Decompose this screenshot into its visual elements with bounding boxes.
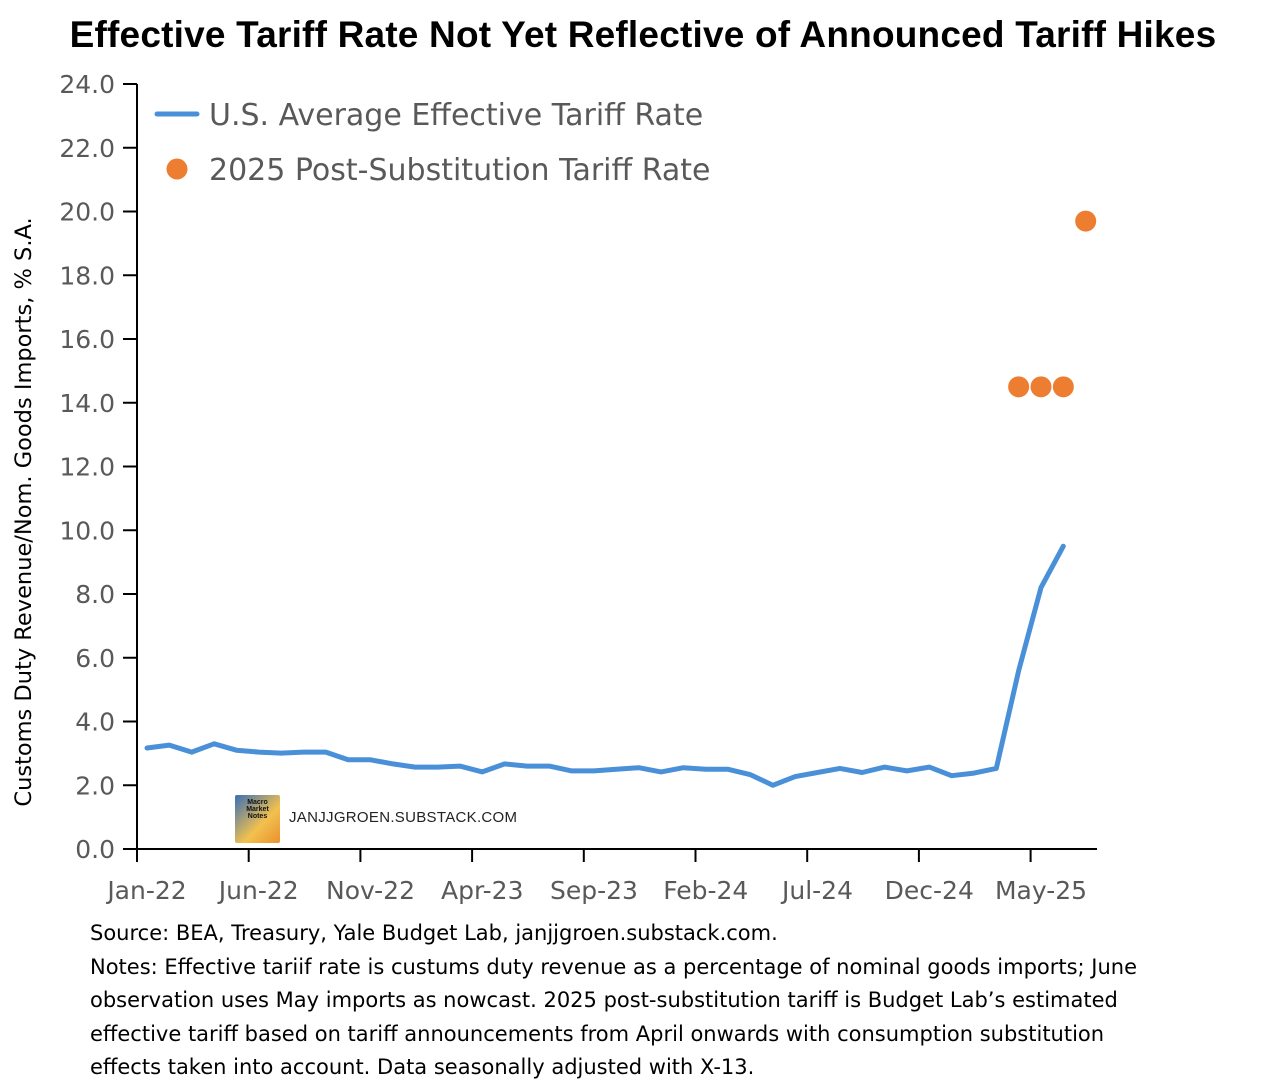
x-tick-label: May-25 bbox=[995, 876, 1087, 905]
x-tick-label: Jun-22 bbox=[217, 876, 299, 905]
x-tick-label: Jan-22 bbox=[105, 876, 186, 905]
notes-line: Notes: Effective tariif rate is custums … bbox=[90, 951, 1137, 985]
y-tick-label: 22.0 bbox=[59, 134, 115, 163]
legend-label: 2025 Post-Substitution Tariff Rate bbox=[209, 153, 711, 188]
x-tick-label: Sep-23 bbox=[550, 876, 638, 905]
y-tick-label: 20.0 bbox=[59, 198, 115, 227]
chart: 0.0 2.0 4.0 6.0 8.0 10.0 12.0 14.0 16.0 18.0 20.0 2… bbox=[0, 0, 1286, 910]
legend-label: U.S. Average Effective Tariff Rate bbox=[209, 98, 703, 133]
x-tick-label: Nov-22 bbox=[326, 876, 415, 905]
x-tick-label: Feb-24 bbox=[663, 876, 748, 905]
y-tick-label: 12.0 bbox=[59, 453, 115, 482]
footnotes: Source: BEA, Treasury, Yale Budget Lab, … bbox=[90, 917, 1137, 1085]
y-tick-label: 18.0 bbox=[59, 261, 115, 290]
notes-line: effects taken into account. Data seasona… bbox=[90, 1051, 1137, 1085]
y-tick-label: 8.0 bbox=[75, 580, 115, 609]
notes-line: effective tariff based on tariff announc… bbox=[90, 1018, 1137, 1052]
x-tick-label: Apr-23 bbox=[441, 876, 523, 905]
legend-dot-icon bbox=[167, 159, 188, 180]
y-tick-label: 0.0 bbox=[75, 835, 115, 864]
x-tick-label: Dec-24 bbox=[885, 876, 974, 905]
y-tick-label: 14.0 bbox=[59, 389, 115, 418]
source-note: Source: BEA, Treasury, Yale Budget Lab, … bbox=[90, 917, 1137, 951]
post-substitution-point bbox=[1053, 376, 1074, 397]
x-tick-label: Jul-24 bbox=[780, 876, 853, 905]
y-tick-label: 16.0 bbox=[59, 325, 115, 354]
y-tick-label: 6.0 bbox=[75, 644, 115, 673]
y-tick-label: 10.0 bbox=[59, 516, 115, 545]
y-tick-label: 4.0 bbox=[75, 708, 115, 737]
post-substitution-point bbox=[1031, 376, 1052, 397]
post-substitution-point bbox=[1075, 211, 1096, 232]
notes-line: observation uses May imports as nowcast.… bbox=[90, 984, 1137, 1018]
post-substitution-point bbox=[1008, 376, 1029, 397]
tariff-rate-line bbox=[147, 546, 1063, 785]
watermark-text: JANJJGROEN.SUBSTACK.COM bbox=[289, 809, 517, 826]
y-axis-label: Customs Duty Revenue/Nom. Goods Imports,… bbox=[11, 217, 37, 806]
y-tick-label: 24.0 bbox=[59, 70, 115, 99]
y-tick-label: 2.0 bbox=[75, 771, 115, 800]
